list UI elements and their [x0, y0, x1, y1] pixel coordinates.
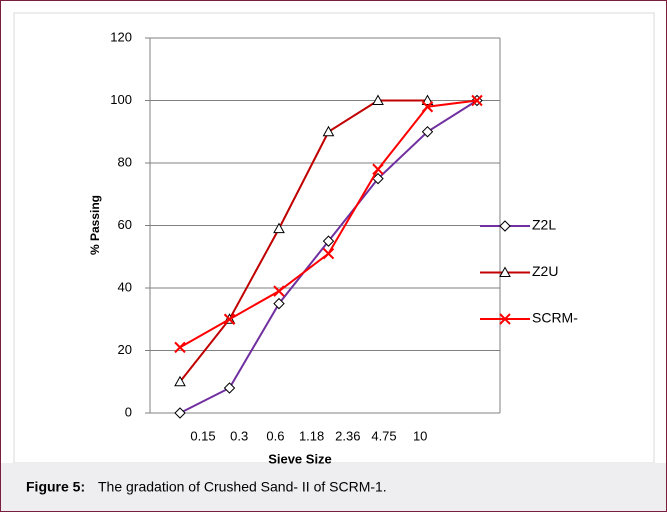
- marker: [421, 101, 434, 113]
- x-tick-label: 0.15: [190, 428, 215, 443]
- y-tick-label: 40: [118, 279, 132, 294]
- marker: [372, 163, 384, 175]
- series-line: [179, 99, 428, 383]
- marker: [372, 172, 384, 185]
- marker: [174, 341, 186, 354]
- marker: [499, 313, 511, 325]
- chart-area: [13, 12, 655, 464]
- x-tick-label: 10: [413, 428, 427, 443]
- y-tick-label: 100: [110, 92, 132, 107]
- marker: [421, 94, 434, 105]
- y-tick-label: 120: [110, 29, 132, 44]
- marker: [471, 94, 483, 107]
- marker: [322, 247, 335, 260]
- x-tick-label: 4.75: [371, 428, 396, 443]
- y-tick-label: 0: [125, 404, 132, 419]
- caption-text: The gradation of Crushed Sand- II of SCR…: [98, 479, 387, 495]
- marker: [499, 220, 511, 232]
- legend-label: Z2U: [532, 263, 558, 279]
- y-tick-label: 20: [118, 342, 132, 357]
- x-tick-label: 0.6: [266, 428, 284, 443]
- marker: [174, 407, 186, 419]
- y-tick-label: 60: [118, 217, 132, 232]
- marker: [499, 266, 511, 277]
- marker: [273, 297, 285, 310]
- marker: [273, 285, 285, 297]
- x-tick-label: 0.3: [230, 428, 248, 443]
- marker: [223, 382, 236, 394]
- y-axis-label: % Passing: [88, 195, 102, 255]
- caption-label: Figure 5:: [26, 479, 85, 495]
- marker: [372, 94, 384, 105]
- marker: [322, 235, 335, 247]
- marker: [223, 313, 236, 325]
- marker: [273, 222, 285, 234]
- x-tick-label: 2.36: [335, 428, 360, 443]
- legend-label: Z2L: [532, 217, 556, 233]
- marker: [421, 126, 434, 138]
- marker: [174, 375, 186, 387]
- caption-band: [1, 463, 666, 511]
- x-axis-label: Sieve Size: [268, 451, 332, 466]
- x-tick-label: 1.18: [299, 428, 324, 443]
- marker: [322, 125, 335, 137]
- y-tick-label: 80: [118, 154, 132, 169]
- legend-label: SCRM-: [532, 310, 578, 326]
